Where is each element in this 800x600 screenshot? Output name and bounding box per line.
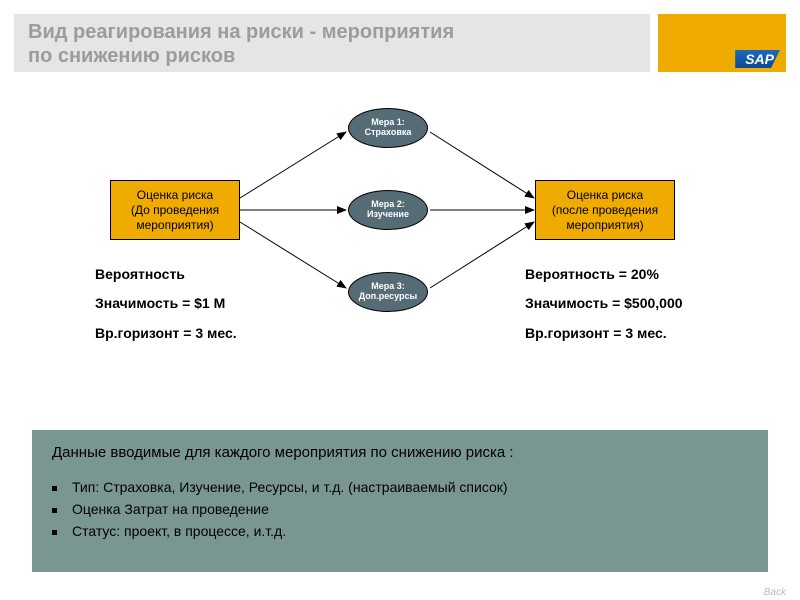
risk-before-box: Оценка риска (До проведения мероприятия) bbox=[110, 180, 240, 240]
left-box-l1: Оценка риска bbox=[137, 188, 213, 202]
before-sig: Значимость = $1 M bbox=[95, 289, 237, 318]
m1-l1: Мера 1: bbox=[371, 117, 405, 127]
right-box-l1: Оценка риска bbox=[567, 188, 643, 202]
info-panel: Данные вводимые для каждого мероприятия … bbox=[32, 430, 768, 572]
logo-block: SAP bbox=[658, 14, 786, 72]
title-line2: по снижению рисков bbox=[28, 45, 235, 67]
info-item: Оценка Затрат на проведение bbox=[52, 501, 748, 517]
info-title: Данные вводимые для каждого мероприятия … bbox=[52, 444, 748, 461]
m2-l2: Изучение bbox=[367, 209, 409, 219]
header-bar: Вид реагирования на риски - мероприятия … bbox=[14, 14, 650, 72]
m1-l2: Страховка bbox=[365, 127, 412, 137]
risk-after-box: Оценка риска (после проведения мероприят… bbox=[535, 180, 675, 240]
info-item: Статус: проект, в процессе, и.т.д. bbox=[52, 523, 748, 539]
right-box-l2: (после проведения bbox=[552, 203, 658, 217]
right-box-l3: мероприятия) bbox=[566, 218, 643, 232]
after-horiz: Вр.горизонт = 3 мес. bbox=[525, 319, 683, 348]
info-list: Тип: Страховка, Изучение, Ресурсы, и т.д… bbox=[52, 479, 748, 539]
after-prob: Вероятность = 20% bbox=[525, 260, 683, 289]
m2-l1: Мера 2: bbox=[371, 199, 405, 209]
stats-before: Вероятность Значимость = $1 M Вр.горизон… bbox=[95, 260, 237, 348]
before-horiz: Вр.горизонт = 3 мес. bbox=[95, 319, 237, 348]
m3-l1: Мера 3: bbox=[371, 281, 405, 291]
measure-1: Мера 1: Страховка bbox=[348, 108, 428, 148]
risk-diagram: Оценка риска (До проведения мероприятия)… bbox=[0, 90, 800, 350]
page-title: Вид реагирования на риски - мероприятия … bbox=[28, 20, 636, 68]
m3-l2: Доп.ресурсы bbox=[359, 291, 417, 301]
back-link[interactable]: Back bbox=[764, 587, 786, 598]
left-box-l3: мероприятия) bbox=[136, 218, 213, 232]
after-sig: Значимость = $500,000 bbox=[525, 289, 683, 318]
measure-3: Мера 3: Доп.ресурсы bbox=[348, 272, 428, 312]
title-line1: Вид реагирования на риски - мероприятия bbox=[28, 21, 454, 43]
sap-logo: SAP bbox=[735, 50, 780, 68]
info-item: Тип: Страховка, Изучение, Ресурсы, и т.д… bbox=[52, 479, 748, 495]
before-prob: Вероятность bbox=[95, 260, 237, 289]
left-box-l2: (До проведения bbox=[131, 203, 219, 217]
stats-after: Вероятность = 20% Значимость = $500,000 … bbox=[525, 260, 683, 348]
measure-2: Мера 2: Изучение bbox=[348, 190, 428, 230]
